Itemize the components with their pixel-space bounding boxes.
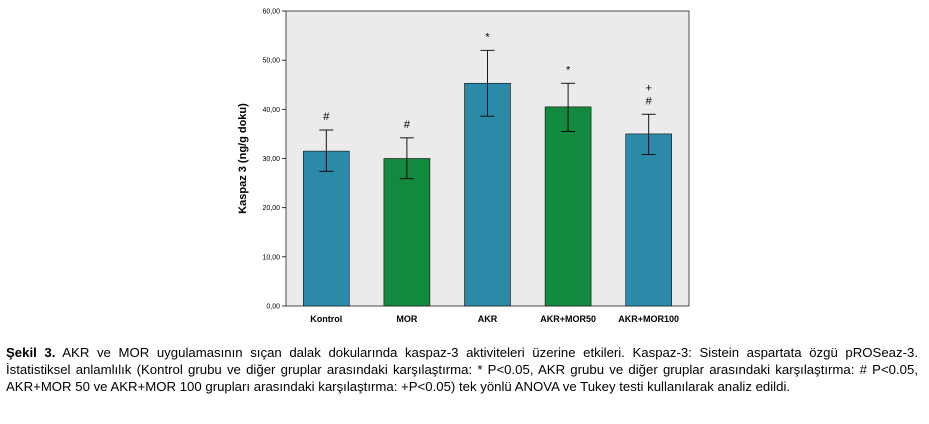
bar [625,133,673,307]
y-tick-label: 20,00 [262,205,280,212]
y-tick-label: 10,00 [262,254,280,261]
figure-caption: Şekil 3. AKR ve MOR uygulamasının sıçan … [6,344,918,395]
caption-text: AKR ve MOR uygulamasının sıçan dalak dok… [6,345,918,394]
y-axis-label: Kaspaz 3 (ng/g doku) [237,103,249,214]
x-axis-labels: Kontrol MOR AKR AKR+MOR50 AKR+MOR100 [310,314,679,324]
y-tick-label: 50,00 [262,58,280,65]
bar [383,158,431,307]
bars: ##**+# [302,31,673,307]
bar [302,150,350,307]
x-tick-label: AKR+MOR50 [540,314,596,324]
significance-marker: # [646,95,653,107]
y-tick-label: 0,00 [266,304,280,311]
y-tick-label: 40,00 [262,107,280,114]
caption-label: Şekil 3. [6,345,56,360]
significance-marker: # [404,119,411,131]
x-tick-label: AKR+MOR100 [618,314,679,324]
x-tick-label: Kontrol [310,314,342,324]
significance-marker: + [645,82,651,94]
significance-marker: * [566,64,571,76]
y-tick-label: 30,00 [262,156,280,163]
x-tick-label: AKR [478,314,498,324]
significance-marker: * [485,31,490,43]
y-axis-ticks: 0,00 10,00 20,00 30,00 40,00 50,00 60,00 [262,9,286,311]
x-tick-label: MOR [396,314,417,324]
bar [544,106,592,307]
significance-marker: # [323,111,330,123]
bar-chart: 0,00 10,00 20,00 30,00 40,00 50,00 60,00 # # * * +… [237,9,690,324]
y-tick-label: 60,00 [262,9,280,16]
bar [464,82,511,307]
